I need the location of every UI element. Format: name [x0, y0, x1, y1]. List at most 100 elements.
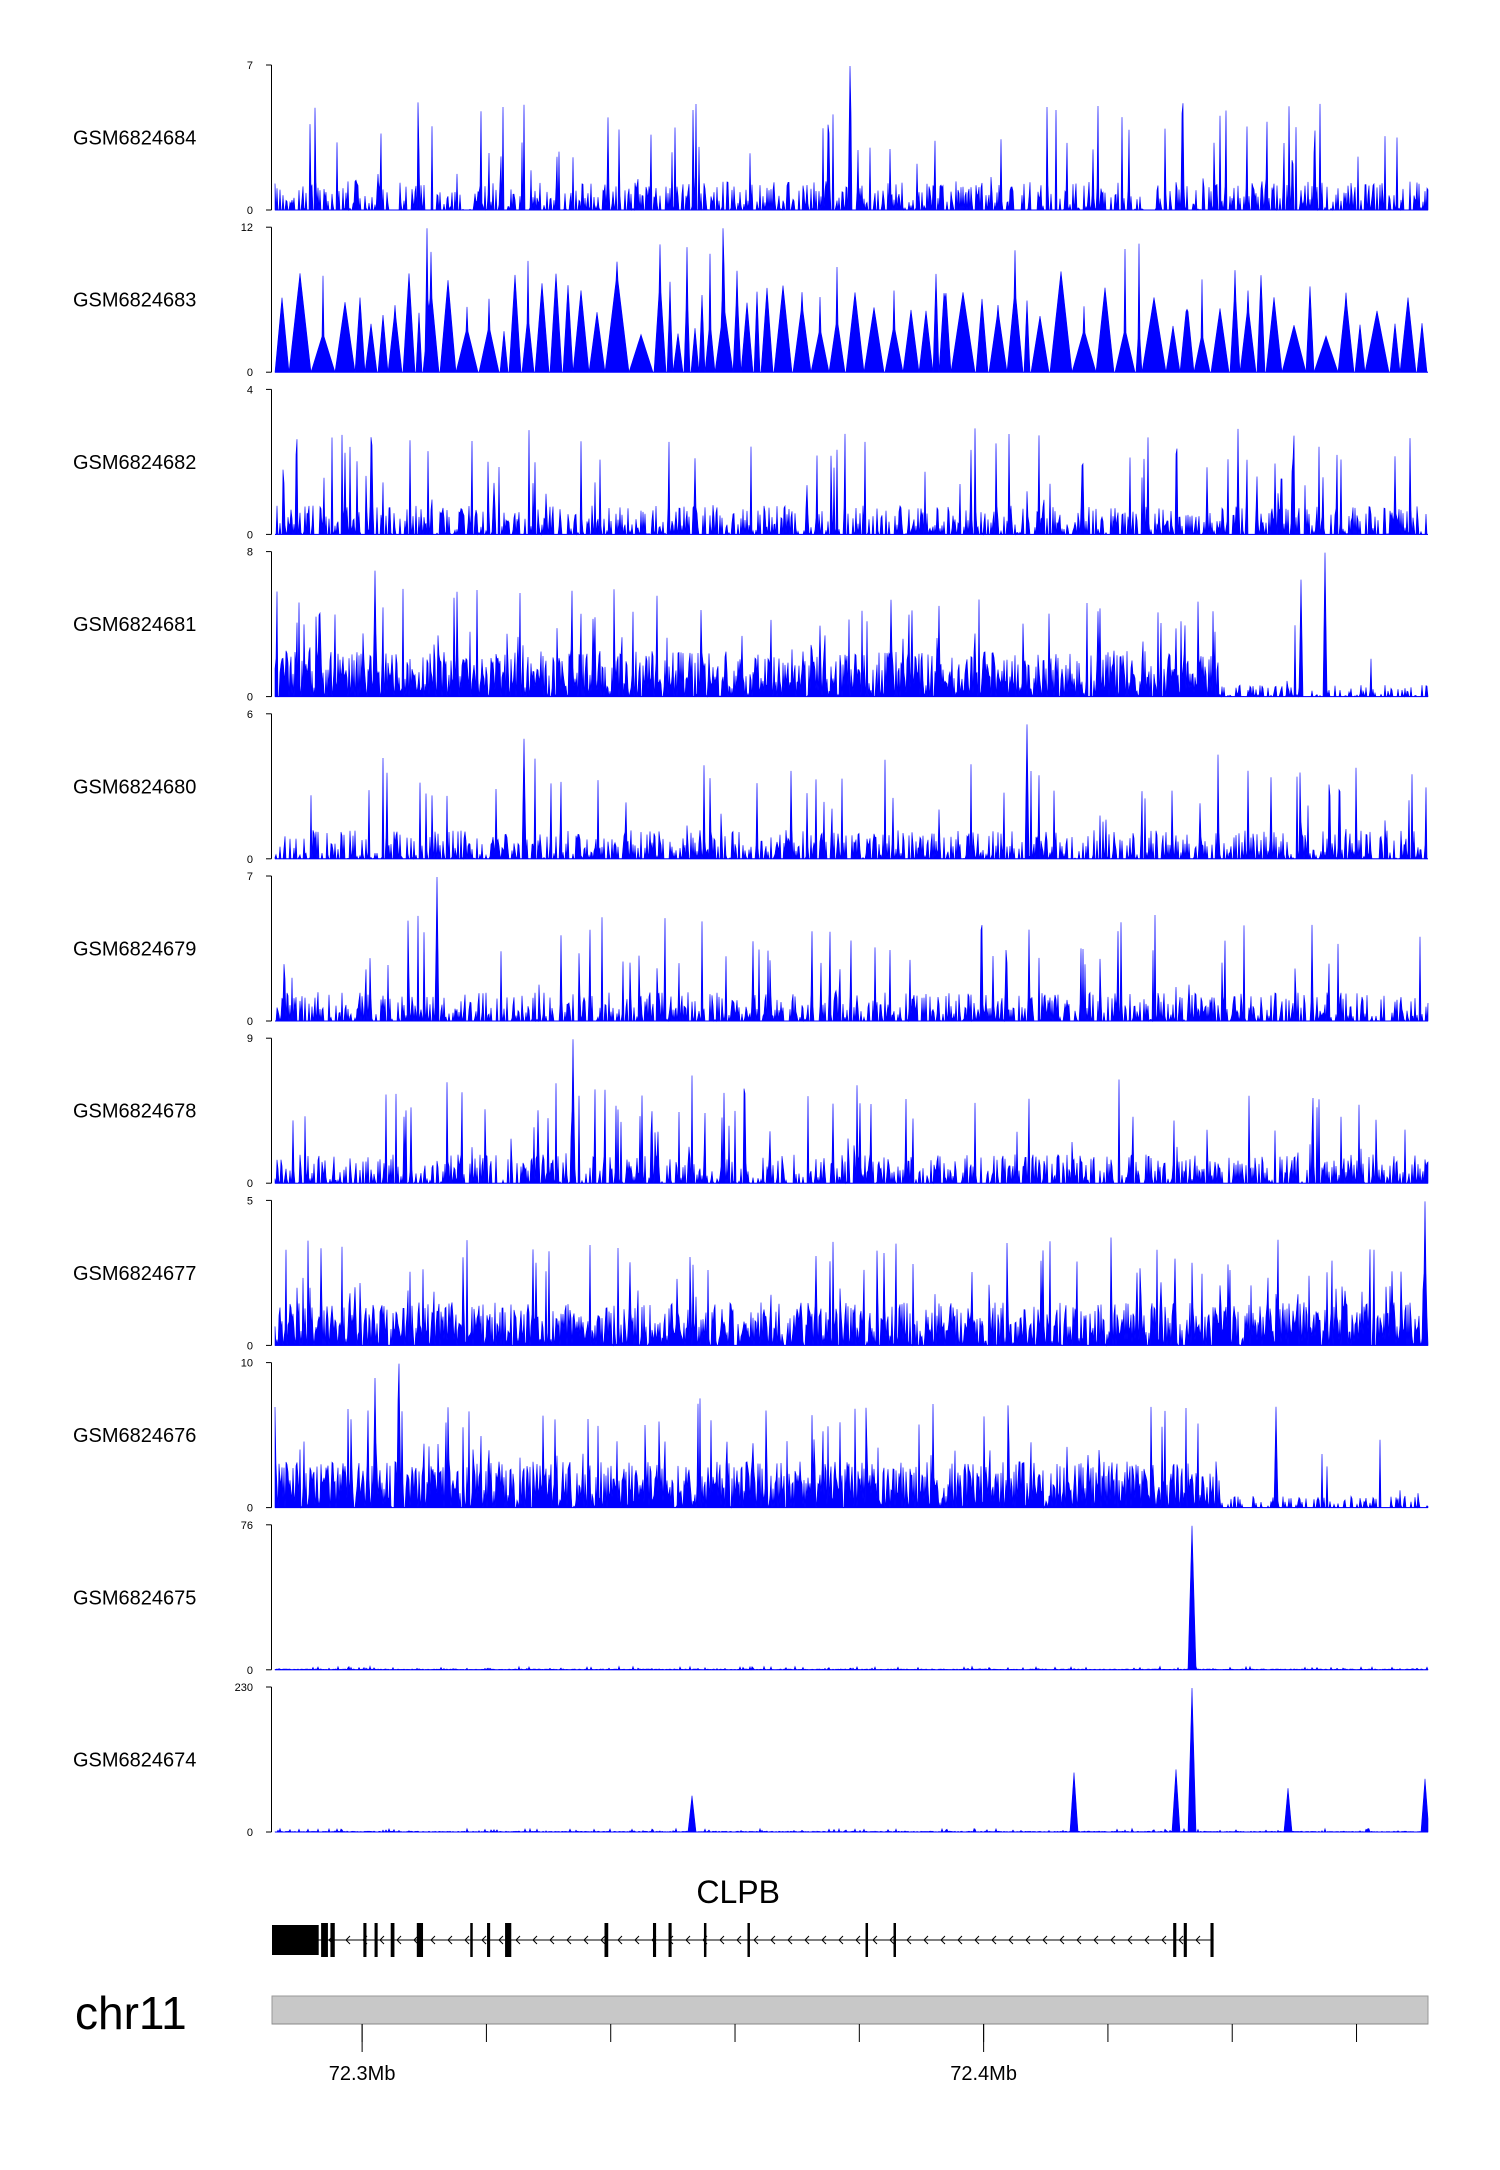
strand-arrow [906, 1935, 912, 1945]
exon [604, 1923, 609, 1957]
strand-arrow [923, 1935, 929, 1945]
coverage-area-GSM6824676 [274, 1363, 1429, 1509]
strand-arrow [872, 1935, 878, 1945]
strand-arrow [753, 1935, 759, 1945]
strand-arrow [498, 1935, 504, 1945]
strand-arrow [957, 1935, 963, 1945]
strand-arrow [1195, 1935, 1201, 1945]
strand-arrow [1042, 1935, 1048, 1945]
gene-label-clpb: CLPB [696, 1874, 780, 1910]
strand-arrow [1076, 1935, 1082, 1945]
y-zero-label: 0 [247, 1178, 253, 1190]
exon [416, 1923, 424, 1957]
strand-arrow [770, 1935, 776, 1945]
exon [363, 1923, 367, 1957]
y-zero-label: 0 [247, 854, 253, 866]
strand-arrow [940, 1935, 946, 1945]
strand-arrow [583, 1935, 589, 1945]
strand-arrow [379, 1935, 385, 1945]
track-label: GSM6824683 [73, 290, 196, 312]
strand-arrow [430, 1935, 436, 1945]
strand-arrow [532, 1935, 538, 1945]
strand-arrow [1059, 1935, 1065, 1945]
strand-arrow [634, 1935, 640, 1945]
coverage-area-GSM6824674 [274, 1687, 1429, 1833]
coverage-area-GSM6824684 [274, 65, 1429, 212]
exon [668, 1923, 672, 1957]
coverage-area-GSM6824681 [274, 552, 1429, 698]
y-max-label: 5 [247, 1195, 253, 1207]
coverage-area-GSM6824683 [274, 228, 1428, 373]
y-max-label: 230 [235, 1682, 253, 1694]
exon [1210, 1923, 1214, 1957]
y-max-label: 4 [247, 384, 253, 396]
strand-arrow [396, 1935, 402, 1945]
y-max-label: 12 [241, 222, 253, 234]
strand-arrow [447, 1935, 453, 1945]
exon [390, 1923, 395, 1957]
ideogram-bar [271, 1995, 1429, 2025]
axis-tick-label: 72.3Mb [329, 2063, 396, 2085]
coverage-tracks: GSM682468470GSM6824683120GSM682468240GSM… [73, 60, 1429, 1839]
coverage-area-GSM6824675 [274, 1525, 1429, 1671]
strand-arrow [1093, 1935, 1099, 1945]
strand-arrow [1008, 1935, 1014, 1945]
coverage-area-GSM6824678 [274, 1039, 1429, 1185]
exon [652, 1923, 657, 1957]
track-label: GSM6824676 [73, 1425, 196, 1447]
strand-arrow [1025, 1935, 1031, 1945]
y-max-label: 6 [247, 709, 253, 721]
y-max-label: 9 [247, 1033, 253, 1045]
strand-arrow [804, 1935, 810, 1945]
exon [747, 1923, 750, 1957]
strand-arrow [617, 1935, 623, 1945]
coverage-track-GSM6824680: GSM6824680 6 0 [73, 709, 1428, 866]
track-label: GSM6824684 [73, 128, 196, 150]
coverage-track-GSM6824684: GSM6824684 7 0 [73, 60, 1429, 217]
coverage-track-GSM6824682: GSM6824682 4 0 [73, 384, 1428, 541]
exon [374, 1923, 378, 1957]
strand-arrow [991, 1935, 997, 1945]
genomic-axis: 72.3Mb 72.4Mb [272, 2023, 1428, 2085]
y-zero-label: 0 [247, 1503, 253, 1515]
coverage-track-GSM6824677: GSM6824677 5 0 [73, 1195, 1429, 1352]
strand-arrow [1110, 1935, 1116, 1945]
strand-arrow [515, 1935, 521, 1945]
axis-tick-label: 72.4Mb [950, 2063, 1017, 2085]
y-zero-label: 0 [247, 1665, 253, 1677]
strand-arrow [549, 1935, 555, 1945]
utr-block [272, 1925, 319, 1955]
strand-arrow [1178, 1935, 1184, 1945]
y-max-label: 8 [247, 547, 253, 559]
track-label: GSM6824679 [73, 939, 196, 961]
coverage-area-GSM6824677 [274, 1201, 1429, 1347]
y-zero-label: 0 [247, 1340, 253, 1352]
strand-arrow [838, 1935, 844, 1945]
track-label: GSM6824682 [73, 452, 196, 474]
coverage-track-GSM6824674: GSM6824674 230 0 [73, 1682, 1429, 1839]
strand-arrow [1161, 1935, 1167, 1945]
strand-arrow [481, 1935, 487, 1945]
strand-arrow [974, 1935, 980, 1945]
strand-arrow [345, 1935, 351, 1945]
track-label: GSM6824674 [73, 1750, 196, 1772]
strand-arrow [1127, 1935, 1133, 1945]
y-zero-label: 0 [247, 529, 253, 541]
strand-arrow [600, 1935, 606, 1945]
strand-arrow [855, 1935, 861, 1945]
coverage-track-GSM6824681: GSM6824681 8 0 [73, 547, 1429, 704]
coverage-track-GSM6824678: GSM6824678 9 0 [73, 1033, 1429, 1190]
strand-arrow [736, 1935, 742, 1945]
y-zero-label: 0 [247, 692, 253, 704]
exon [330, 1923, 335, 1957]
strand-arrow [1144, 1935, 1150, 1945]
exon [505, 1923, 512, 1957]
y-zero-label: 0 [247, 205, 253, 217]
chromosome-label: chr11 [75, 1987, 187, 2039]
exon [321, 1923, 328, 1957]
strand-arrow [464, 1935, 470, 1945]
y-zero-label: 0 [247, 1827, 253, 1839]
y-max-label: 10 [241, 1358, 253, 1370]
coverage-track-GSM6824683: GSM6824683 12 0 [73, 222, 1428, 379]
